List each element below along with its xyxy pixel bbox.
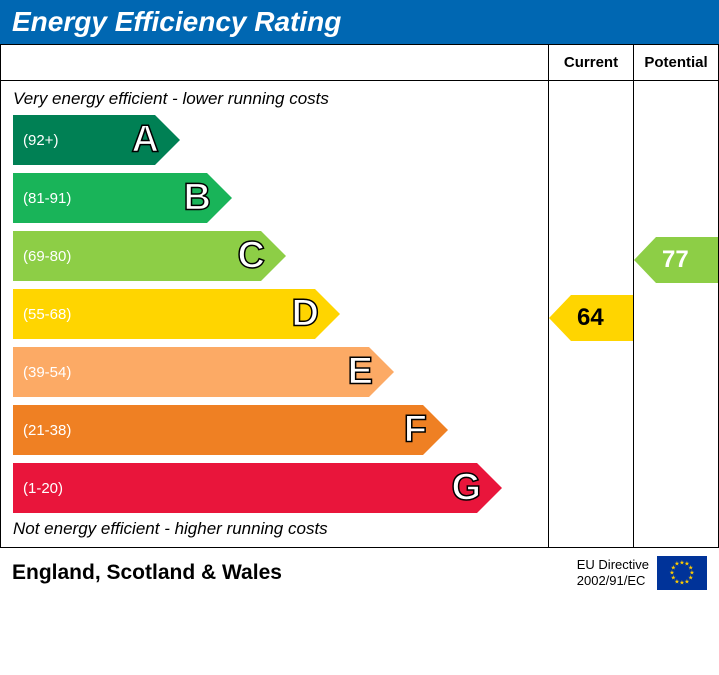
caption-top: Very energy efficient - lower running co… (1, 87, 548, 111)
band-row-g: (1-20) G (1, 459, 548, 517)
band-c: (69-80)C (13, 231, 261, 281)
rating-potential-arrow: 77 (656, 237, 718, 283)
band-letter-a: A (132, 119, 159, 162)
band-range-f: (21-38) (23, 422, 71, 439)
band-range-a: (92+) (23, 132, 58, 149)
directive-line2: 2002/91/EC (577, 573, 649, 589)
chart-title: Energy Efficiency Rating (0, 0, 719, 44)
band-letter-g: G (451, 467, 481, 510)
bands-list: (92+) A (81-91) B (69-80) C (55-68) D (39-54) E (2… (1, 111, 548, 517)
column-header-potential: Potential (633, 45, 718, 80)
column-header-current: Current (548, 45, 633, 80)
chart-footer: England, Scotland & Wales EU Directive 2… (0, 548, 719, 598)
current-column: 64 (548, 81, 633, 547)
band-b: (81-91)B (13, 173, 207, 223)
footer-region: England, Scotland & Wales (12, 561, 282, 585)
band-row-a: (92+) A (1, 111, 548, 169)
header-spacer (1, 45, 548, 80)
potential-column: 77 (633, 81, 718, 547)
chart-content-row: Very energy efficient - lower running co… (1, 81, 718, 547)
eu-flag-icon: ★★★★★★★★★★★★ (657, 556, 707, 590)
band-e: (39-54)E (13, 347, 369, 397)
column-header-row: Current Potential (1, 45, 718, 81)
caption-bottom: Not energy efficient - higher running co… (1, 517, 548, 541)
band-range-c: (69-80) (23, 248, 71, 265)
band-g: (1-20)G (13, 463, 477, 513)
band-letter-c: C (238, 235, 265, 278)
band-row-d: (55-68) D (1, 285, 548, 343)
chart-body: Current Potential Very energy efficient … (0, 44, 719, 548)
band-range-g: (1-20) (23, 480, 63, 497)
band-range-d: (55-68) (23, 306, 71, 323)
eu-stars: ★★★★★★★★★★★★ (669, 560, 695, 586)
band-range-b: (81-91) (23, 190, 71, 207)
footer-right: EU Directive 2002/91/EC ★★★★★★★★★★★★ (577, 556, 707, 590)
eu-star-icon: ★ (674, 561, 679, 568)
eu-star-icon: ★ (679, 580, 684, 587)
band-d: (55-68)D (13, 289, 315, 339)
band-row-b: (81-91) B (1, 169, 548, 227)
band-f: (21-38)F (13, 405, 423, 455)
band-row-e: (39-54) E (1, 343, 548, 401)
band-range-e: (39-54) (23, 364, 71, 381)
eu-star-icon: ★ (684, 578, 689, 585)
epc-chart: Energy Efficiency Rating Current Potenti… (0, 0, 719, 598)
band-letter-f: F (404, 409, 427, 452)
band-letter-b: B (184, 177, 211, 220)
band-letter-d: D (292, 293, 319, 336)
band-letter-e: E (348, 351, 373, 394)
eu-directive-text: EU Directive 2002/91/EC (577, 557, 649, 588)
bands-area: Very energy efficient - lower running co… (1, 81, 548, 547)
directive-line1: EU Directive (577, 557, 649, 573)
band-row-c: (69-80) C (1, 227, 548, 285)
rating-current-arrow: 64 (571, 295, 633, 341)
band-a: (92+)A (13, 115, 155, 165)
band-row-f: (21-38) F (1, 401, 548, 459)
